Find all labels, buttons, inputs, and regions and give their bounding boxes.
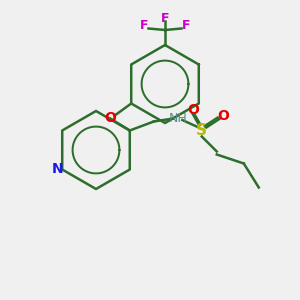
Text: O: O: [104, 112, 116, 125]
Text: F: F: [140, 19, 148, 32]
Text: N: N: [52, 163, 64, 176]
Text: NH: NH: [168, 112, 187, 125]
Text: O: O: [217, 109, 229, 122]
Text: F: F: [182, 19, 190, 32]
Text: S: S: [196, 123, 207, 138]
Text: O: O: [187, 103, 199, 116]
Text: F: F: [161, 11, 169, 25]
